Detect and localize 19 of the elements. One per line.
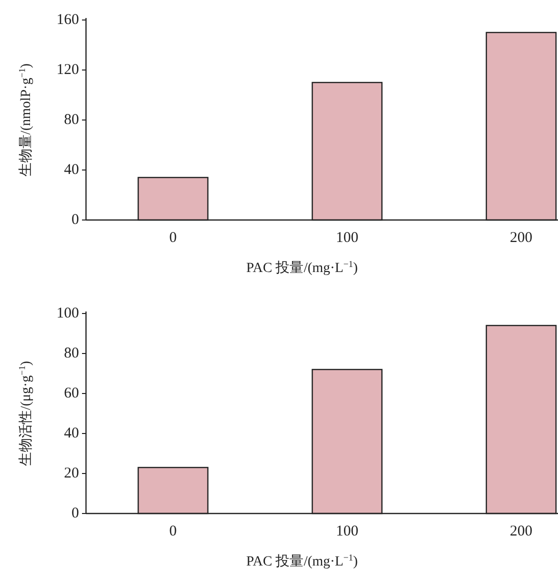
x-tick-label: 0 xyxy=(169,524,177,540)
y-tick-label: 40 xyxy=(64,162,79,178)
y-tick-label: 60 xyxy=(64,386,79,402)
x-tick-label: 100 xyxy=(336,524,358,540)
y-tick-label: 80 xyxy=(64,346,79,362)
y-tick-label: 0 xyxy=(72,506,79,522)
x-tick-label: 200 xyxy=(510,524,532,540)
x-tick-label: 200 xyxy=(510,230,532,246)
y-tick-label: 20 xyxy=(64,466,79,482)
y-tick-label: 120 xyxy=(56,62,79,78)
x-tick-label: 0 xyxy=(169,230,177,246)
y-tick-label: 40 xyxy=(64,426,79,442)
x-axis-title: PAC 投量/(mg·L$^{−1}$) xyxy=(246,552,358,570)
x-axis-title: PAC 投量/(mg·L$^{−1}$) xyxy=(246,259,358,276)
y-tick-label: 160 xyxy=(56,12,79,28)
y-tick-label: 80 xyxy=(64,112,79,128)
y-tick-label: 0 xyxy=(72,212,79,228)
y-tick-label: 100 xyxy=(56,306,79,322)
x-tick-label: 100 xyxy=(336,230,358,246)
